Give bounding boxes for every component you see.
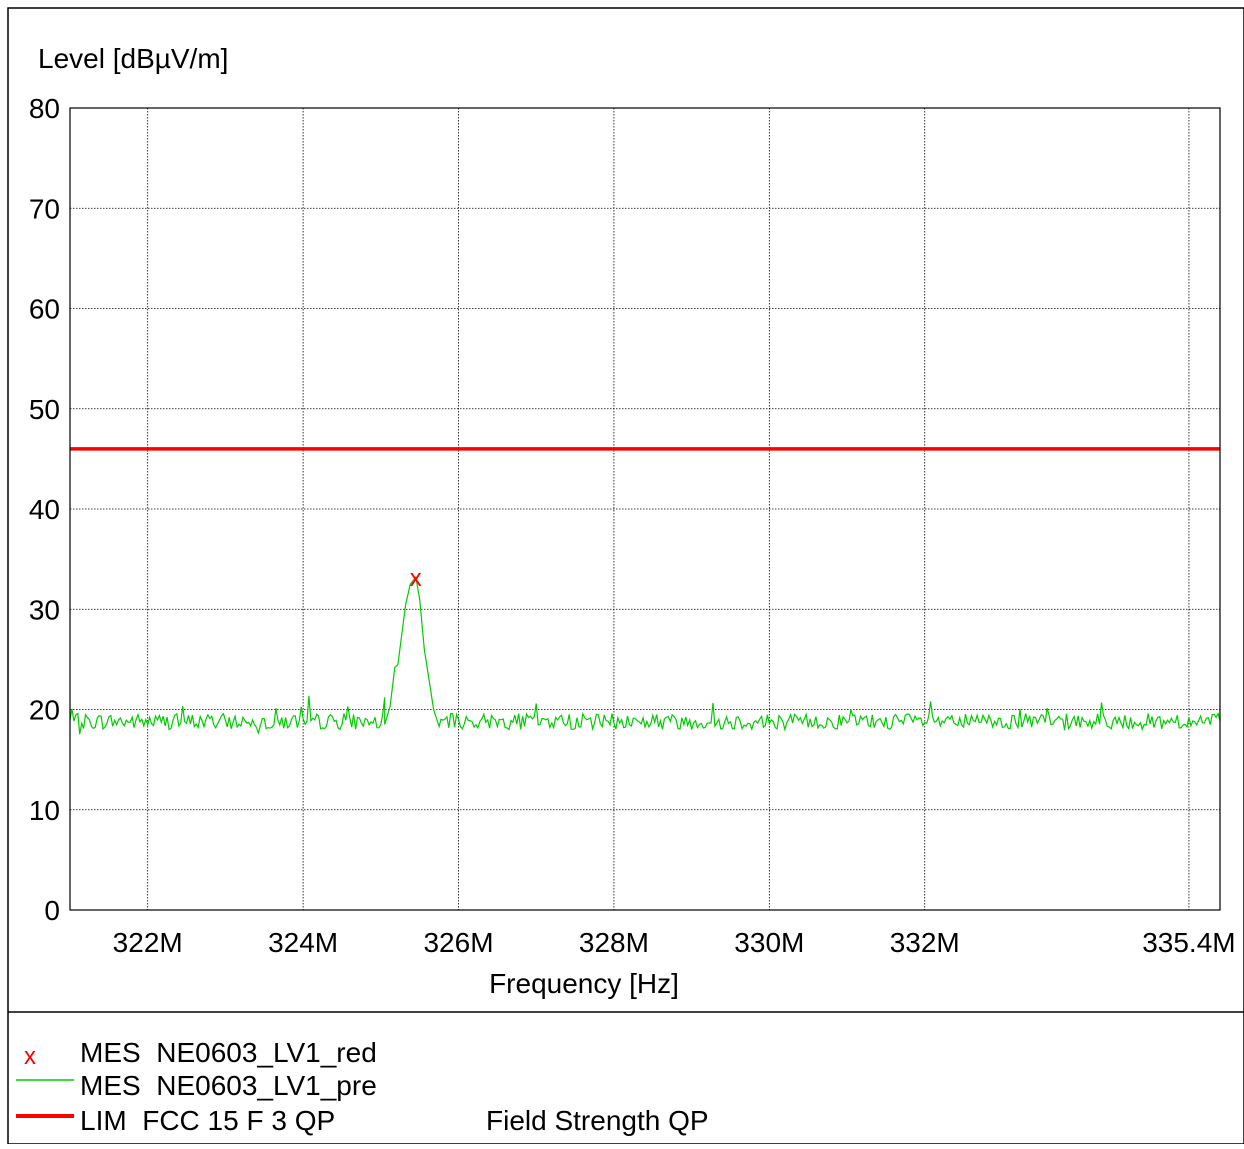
y-tick-labels: 0 10 20 30 40 50 60 70 80: [29, 93, 60, 926]
x-axis-label: Frequency [Hz]: [489, 968, 679, 999]
y-tick-label: 0: [44, 895, 60, 926]
x-tick-labels: 322M 324M 326M 328M 330M 332M 335.4M: [113, 927, 1236, 958]
y-tick-label: 80: [29, 93, 60, 124]
x-tick-label: 322M: [113, 927, 183, 958]
legend-marker-x: x: [24, 1043, 36, 1070]
y-tick-label: 10: [29, 795, 60, 826]
y-tick-label: 30: [29, 594, 60, 625]
x-tick-label: 324M: [268, 927, 338, 958]
x-tick-label: 326M: [423, 927, 493, 958]
plot-frame: [69, 107, 1221, 911]
y-tick-label: 60: [29, 294, 60, 325]
grid-lines: [70, 107, 1220, 911]
legend-label-red: MES NE0603_LV1_red: [80, 1037, 377, 1068]
y-axis-label: Level [dBµV/m]: [38, 43, 228, 74]
y-tick-label: 40: [29, 494, 60, 525]
legend-label-limit: LIM FCC 15 F 3 QP: [80, 1105, 335, 1136]
legend-label-green: MES NE0603_LV1_pre: [80, 1070, 377, 1101]
legend: x MES NE0603_LV1_red MES NE0603_LV1_pre …: [16, 1037, 709, 1136]
x-tick-label: 335.4M: [1142, 927, 1235, 958]
x-tick-label: 328M: [579, 927, 649, 958]
series-line-pre: [69, 575, 1221, 735]
measurement-marker: x: [410, 565, 422, 592]
y-tick-label: 50: [29, 394, 60, 425]
legend-extra-limit: Field Strength QP: [486, 1105, 709, 1136]
y-tick-label: 20: [29, 695, 60, 726]
series-layer: x: [69, 447, 1221, 735]
x-tick-label: 332M: [890, 927, 960, 958]
x-tick-label: 330M: [734, 927, 804, 958]
y-tick-label: 70: [29, 193, 60, 224]
